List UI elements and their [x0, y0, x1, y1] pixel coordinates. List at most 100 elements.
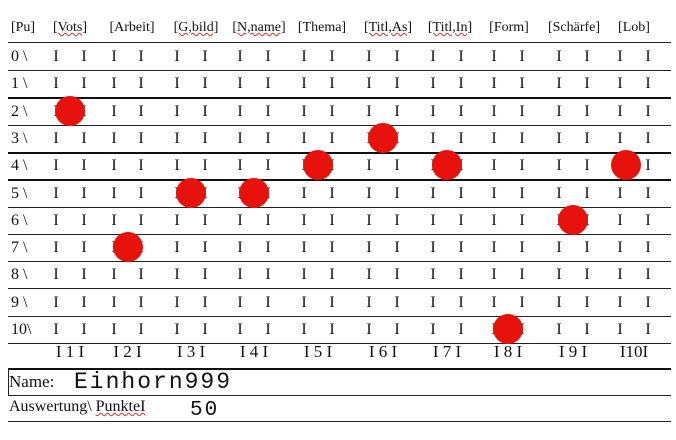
rating-mark: I [584, 239, 590, 257]
rating-mark: I [301, 129, 307, 147]
rating-mark: I [81, 75, 87, 93]
rating-mark: I [519, 239, 525, 257]
rating-mark: I [394, 102, 400, 120]
rating-mark: I [301, 266, 307, 284]
rating-mark: I [111, 157, 117, 175]
rating-mark: I [81, 184, 87, 202]
rating-mark: I [394, 266, 400, 284]
rating-mark: I [237, 239, 243, 257]
selection-dot[interactable] [611, 150, 641, 181]
rating-mark: I [491, 266, 497, 284]
selection-dot[interactable] [368, 122, 398, 153]
rating-mark: I [265, 239, 271, 257]
rating-mark: I [491, 293, 497, 311]
rating-mark: I [645, 239, 651, 257]
rating-mark: I [53, 75, 59, 93]
column-header: [Pu] [10, 20, 36, 35]
rating-mark: I [584, 266, 590, 284]
rating-mark: I [237, 211, 243, 229]
rating-mark: I [174, 321, 180, 338]
rating-mark: I [265, 102, 271, 120]
rating-mark: I [202, 293, 208, 311]
rating-mark: I [138, 266, 144, 284]
rating-mark: I [458, 48, 464, 65]
selection-dot[interactable] [55, 95, 85, 126]
rating-mark: I [301, 239, 307, 257]
rating-mark: I [202, 211, 208, 229]
rating-mark: I [430, 129, 436, 147]
rating-mark: I [174, 266, 180, 284]
rating-mark: I [491, 239, 497, 257]
row-rule [8, 315, 671, 317]
column-header: [G,bild] [174, 20, 219, 36]
rating-mark: I [556, 157, 562, 175]
rating-mark: I [519, 157, 525, 175]
rating-mark: I [519, 293, 525, 311]
row-label: 5 \ [11, 184, 28, 202]
rating-mark: I [237, 48, 243, 65]
column-header: [Thema] [297, 20, 347, 35]
selection-dot[interactable] [432, 150, 462, 181]
column-header-text: [Vots] [53, 20, 87, 35]
rating-mark: I [430, 239, 436, 257]
rating-mark: I [301, 48, 307, 65]
rating-mark: I [556, 129, 562, 147]
rating-mark: I [366, 211, 372, 229]
row-rule [8, 206, 671, 208]
rating-mark: I [81, 293, 87, 311]
header-rule [8, 42, 671, 43]
rating-mark: I [81, 266, 87, 284]
rating-mark: I [491, 184, 497, 202]
selection-dot[interactable] [303, 150, 333, 181]
rating-mark: I [430, 48, 436, 65]
rating-mark: I [645, 184, 651, 202]
row-label: 7 \ [11, 239, 28, 257]
rating-mark: I [645, 102, 651, 120]
rating-mark: I [237, 75, 243, 93]
rating-mark: I [329, 75, 335, 93]
rating-mark: I [138, 321, 144, 338]
rating-mark: I [53, 211, 59, 229]
rating-mark: I [237, 266, 243, 284]
rating-mark: I [329, 184, 335, 202]
rating-mark: I [458, 266, 464, 284]
row-label: 1 \ [11, 75, 28, 93]
rating-mark: I [645, 266, 651, 284]
rating-mark: I [329, 211, 335, 229]
rating-mark: I [556, 239, 562, 257]
rating-mark: I [329, 48, 335, 65]
rating-mark: I [265, 321, 271, 338]
rating-mark: I [202, 157, 208, 175]
rating-mark: I [265, 75, 271, 93]
rating-mark: I [174, 239, 180, 257]
rating-mark: I [138, 102, 144, 120]
rating-mark: I [237, 102, 243, 120]
selection-dot[interactable] [493, 314, 523, 344]
rating-mark: I [138, 157, 144, 175]
rating-mark: I [329, 293, 335, 311]
selection-dot[interactable] [239, 177, 269, 208]
rating-mark: I [617, 102, 623, 120]
rating-mark: I [111, 75, 117, 93]
row-rule [8, 233, 671, 235]
selection-dot[interactable] [112, 232, 143, 263]
rating-mark: I [519, 75, 525, 93]
rating-mark: I [491, 102, 497, 120]
rating-mark: I [584, 157, 590, 175]
rating-mark: I [394, 75, 400, 93]
rating-mark: I [556, 293, 562, 311]
rating-mark: I [202, 102, 208, 120]
rating-mark: I [111, 211, 117, 229]
rating-mark: I [366, 266, 372, 284]
selection-dot[interactable] [558, 204, 588, 235]
rating-mark: I [458, 321, 464, 338]
rating-mark: I [202, 239, 208, 257]
row-rule [8, 151, 671, 154]
rating-mark: I [617, 75, 623, 93]
rating-mark: I [237, 157, 243, 175]
rating-mark: I [174, 48, 180, 65]
rating-mark: I [519, 266, 525, 284]
rating-mark: I [645, 293, 651, 311]
selection-dot[interactable] [176, 177, 206, 208]
name-rule-bottom [8, 395, 671, 396]
